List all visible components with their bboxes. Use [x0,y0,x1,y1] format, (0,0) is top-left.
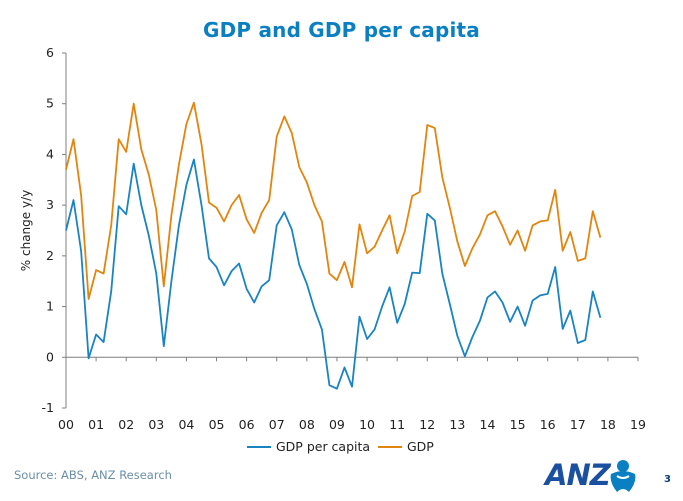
y-tick-label: 4 [46,146,54,161]
y-tick-label: 0 [46,349,54,364]
legend-label: GDP [407,439,434,454]
x-tick-label: 09 [329,417,345,432]
page-number: 3 [664,474,671,485]
x-tick-label: 19 [630,417,646,432]
x-tick-label: 05 [209,417,225,432]
x-tick-label: 03 [148,417,164,432]
x-tick-label: 15 [510,417,526,432]
y-axis-label: % change y/y [19,190,33,271]
y-tick-label: 3 [46,197,54,212]
anz-person-icon [610,460,636,492]
x-tick-label: 11 [389,417,405,432]
chart-title: GDP and GDP per capita [203,18,480,42]
x-tick-label: 00 [58,417,74,432]
x-tick-label: 16 [540,417,556,432]
y-tick-label: -1 [42,400,54,415]
series-line-gdp [65,101,602,300]
y-tick-label: 2 [46,248,54,263]
x-tick-label: 01 [88,417,104,432]
series-line-gdp-per-capita [65,158,602,390]
anz-logo-text: ANZ [545,458,611,492]
source-note: Source: ABS, ANZ Research [14,468,172,482]
x-tick-label: 10 [359,417,375,432]
x-tick-label: 04 [178,417,194,432]
x-tick-label: 14 [480,417,496,432]
x-tick-label: 07 [269,417,285,432]
x-tick-label: 18 [600,417,616,432]
x-tick-label: 12 [419,417,435,432]
legend-label: GDP per capita [276,439,370,454]
anz-logo: ANZ [545,458,655,494]
x-tick-label: 08 [299,417,315,432]
x-tick-label: 02 [118,417,134,432]
y-tick-label: 5 [46,96,54,111]
y-tick-label: 1 [46,299,54,314]
x-tick-label: 06 [239,417,255,432]
y-tick-label: 6 [46,45,54,60]
x-tick-label: 17 [570,417,586,432]
x-tick-label: 13 [449,417,465,432]
